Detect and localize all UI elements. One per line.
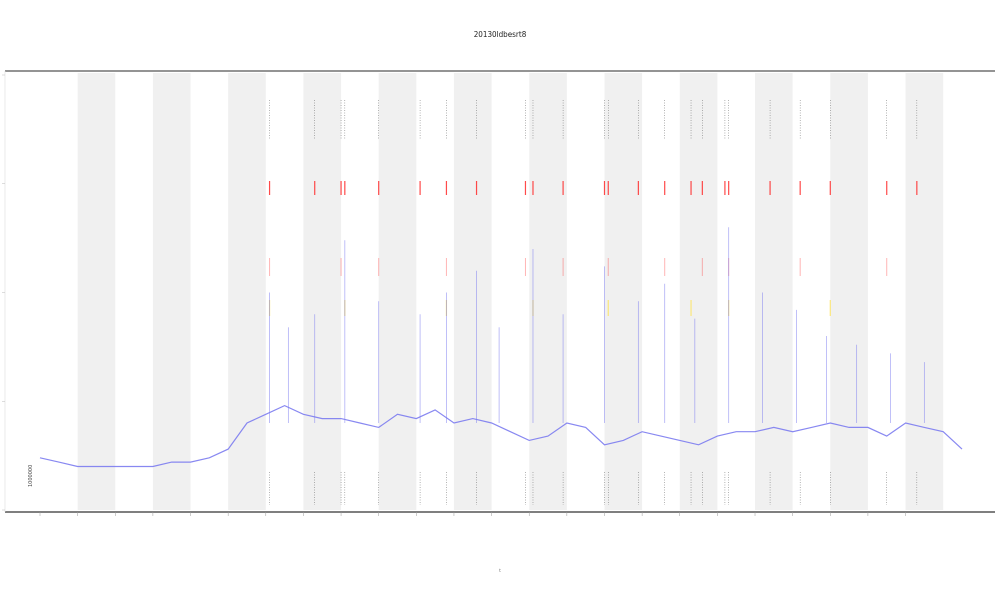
shaded-band [679, 73, 718, 510]
red-event [637, 181, 639, 195]
red-event [445, 181, 448, 195]
red-event-faint [378, 258, 380, 276]
red-event [475, 181, 478, 195]
red-event-faint [524, 258, 526, 276]
red-event [419, 181, 421, 195]
shaded-band [755, 73, 793, 510]
x-axis-label: t [499, 568, 501, 573]
red-event [344, 181, 346, 195]
red-event [664, 181, 666, 195]
red-event [532, 181, 534, 195]
red-event-faint [664, 258, 666, 276]
yellow-event [829, 300, 831, 316]
shaded-band [453, 73, 492, 510]
shaded-band [303, 73, 342, 510]
red-event-faint [562, 258, 564, 276]
red-event [690, 181, 692, 195]
event-markers [269, 100, 918, 505]
signal-line [39, 404, 963, 468]
shaded-band [604, 73, 643, 510]
shaded-band [77, 73, 116, 510]
red-event-faint [799, 258, 801, 276]
red-event [829, 181, 831, 195]
red-event [607, 181, 609, 195]
shaded-band [905, 73, 944, 510]
red-event-faint [445, 258, 447, 276]
shaded-band [152, 73, 191, 510]
color-events [268, 181, 918, 316]
red-event [314, 181, 316, 195]
red-event [562, 181, 564, 195]
yellow-event [607, 300, 609, 316]
corner-label: 1000000 [28, 465, 34, 487]
red-event [769, 181, 771, 195]
red-event [728, 181, 730, 195]
red-event-faint [340, 258, 342, 276]
red-event-faint [607, 258, 609, 276]
red-event-faint [269, 258, 271, 276]
shaded-band [228, 73, 266, 510]
shaded-band [378, 73, 417, 510]
shaded-band [529, 73, 567, 510]
red-event [524, 181, 527, 195]
chart-title: 20130ldbesrt8 [473, 30, 527, 39]
red-event [916, 181, 918, 195]
red-event [268, 181, 271, 195]
red-event [701, 181, 703, 195]
y-ticks [2, 74, 5, 511]
red-event [886, 181, 888, 195]
red-event [724, 181, 726, 195]
red-event-faint [886, 258, 888, 276]
shaded-bands [77, 73, 944, 510]
red-event-faint [701, 258, 703, 276]
shaded-band [830, 73, 868, 510]
signal-trace [39, 227, 963, 468]
yellow-event [690, 300, 692, 316]
red-event [603, 181, 606, 195]
red-event [340, 181, 342, 195]
red-event [378, 181, 380, 195]
x-ticks [39, 512, 906, 516]
red-event [799, 181, 801, 195]
